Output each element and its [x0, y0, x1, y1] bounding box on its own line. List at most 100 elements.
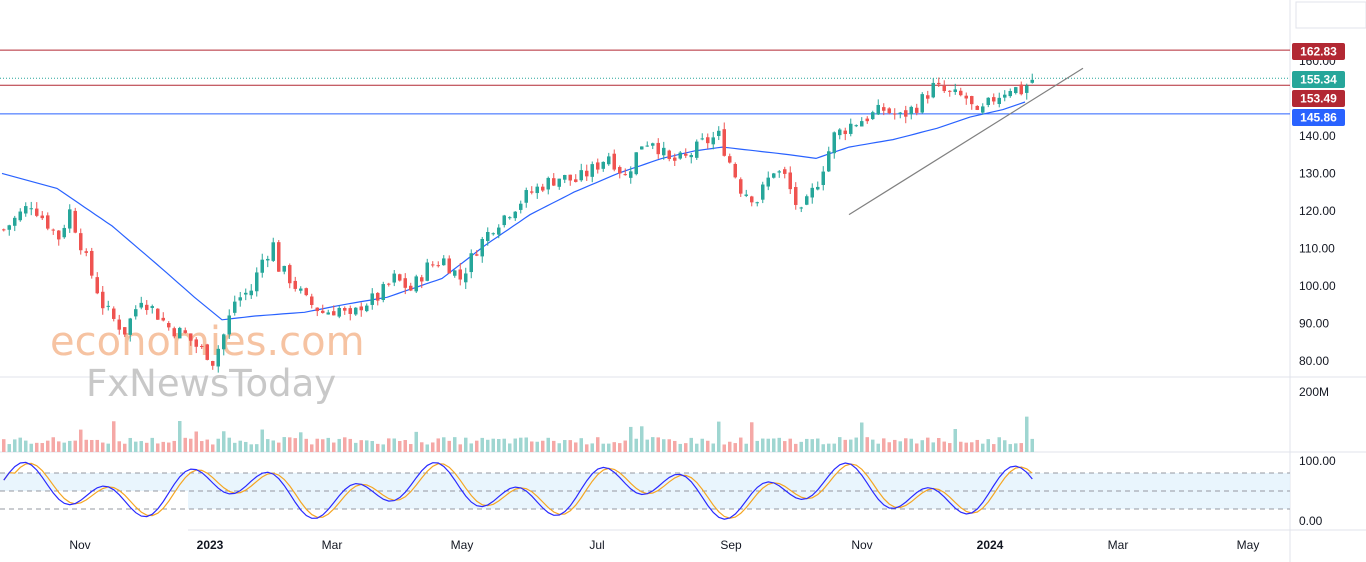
- volume-bar: [860, 422, 864, 452]
- candle: [876, 99, 880, 116]
- candle: [51, 228, 55, 235]
- volume-bar: [772, 438, 776, 452]
- candle: [194, 337, 198, 354]
- candle: [596, 158, 600, 174]
- volume-bar: [117, 441, 121, 452]
- volume-bar: [557, 443, 561, 452]
- candle: [634, 152, 638, 176]
- volume-bar: [332, 442, 336, 452]
- volume-bar: [744, 443, 748, 452]
- candle: [497, 224, 501, 239]
- volume-bar: [211, 444, 215, 452]
- volume-bar: [992, 444, 996, 452]
- candle: [629, 166, 633, 184]
- candle: [249, 284, 253, 299]
- volume-bar: [35, 442, 39, 452]
- volume-bar: [612, 442, 616, 452]
- volume-bar: [7, 444, 11, 452]
- volume-bar: [282, 437, 286, 452]
- volume-bar: [1025, 416, 1029, 452]
- candle: [739, 177, 743, 197]
- candle: [464, 267, 468, 290]
- candle: [304, 287, 308, 297]
- candle: [288, 263, 292, 289]
- volume-bar: [497, 439, 501, 452]
- time-tick-label: May: [451, 538, 474, 552]
- price-tick-label: 110.00: [1299, 241, 1335, 255]
- candle: [535, 183, 539, 199]
- candle: [95, 272, 99, 295]
- candle: [942, 80, 946, 94]
- volume-bar: [849, 439, 853, 452]
- candle: [205, 343, 209, 361]
- candle: [128, 317, 132, 342]
- candle: [733, 162, 737, 179]
- candle: [183, 327, 187, 334]
- time-tick-label: Jul: [589, 538, 604, 552]
- candle: [574, 174, 578, 183]
- volume-bar: [178, 421, 182, 452]
- volume-bar: [882, 438, 886, 452]
- candle: [794, 182, 798, 210]
- volume-bar: [381, 444, 385, 452]
- candle: [585, 164, 589, 182]
- volume-bar: [40, 443, 44, 452]
- volume-bar: [535, 441, 539, 452]
- volume-bar: [1019, 443, 1023, 452]
- volume-bar: [255, 444, 259, 452]
- volume-bar: [244, 441, 248, 452]
- candle: [354, 307, 358, 316]
- volume-bar: [607, 443, 611, 452]
- volume-axis-label: 200M: [1299, 385, 1329, 399]
- candle: [233, 295, 237, 316]
- time-axis[interactable]: Nov 2023 Mar May Jul Sep Nov 2024 Mar May: [69, 538, 1259, 552]
- candle: [931, 78, 935, 99]
- volume-bar: [684, 443, 688, 452]
- candle: [689, 152, 693, 164]
- candle: [893, 108, 897, 120]
- candle: [73, 207, 77, 234]
- trendline-line[interactable]: [848, 67, 1084, 216]
- svg-text:145.86: 145.86: [1300, 111, 1337, 125]
- candle: [35, 202, 39, 218]
- candle: [711, 131, 715, 150]
- candle: [904, 105, 908, 124]
- candle: [321, 304, 325, 314]
- volume-bar: [128, 437, 132, 452]
- volume-bar: [172, 440, 176, 452]
- volume-bar: [651, 437, 655, 452]
- stochastic-oscillator: [0, 461, 1290, 531]
- candle: [992, 93, 996, 105]
- volume-bar: [568, 440, 572, 452]
- volume-bar: [513, 438, 517, 452]
- candle: [244, 288, 248, 301]
- candle: [1025, 83, 1029, 100]
- watermark-fxnewstoday: FxNewsToday: [86, 362, 336, 405]
- watermark: economies.com FxNewsToday: [50, 319, 365, 405]
- candle: [112, 306, 116, 322]
- volume-bar: [898, 441, 902, 452]
- candle: [62, 224, 66, 239]
- horizontal-levels: [0, 49, 1290, 115]
- volume-bar: [46, 440, 50, 452]
- candle: [700, 133, 704, 141]
- trendline[interactable]: [848, 67, 1084, 216]
- candle: [959, 87, 963, 97]
- volume-bar: [337, 438, 341, 452]
- volume-bar: [766, 438, 770, 452]
- candle: [101, 285, 105, 315]
- candle: [810, 183, 814, 204]
- volume-bar: [524, 437, 528, 452]
- volume-bar: [24, 440, 28, 452]
- candle: [937, 77, 941, 88]
- volume-bar: [101, 442, 105, 452]
- candle: [227, 309, 231, 339]
- volume-bar: [700, 438, 704, 452]
- candle: [238, 291, 242, 307]
- candle: [46, 212, 50, 231]
- volume-bar: [530, 441, 534, 452]
- candle: [882, 103, 886, 116]
- time-tick-label: 2023: [197, 538, 224, 552]
- volume-bar: [909, 438, 913, 452]
